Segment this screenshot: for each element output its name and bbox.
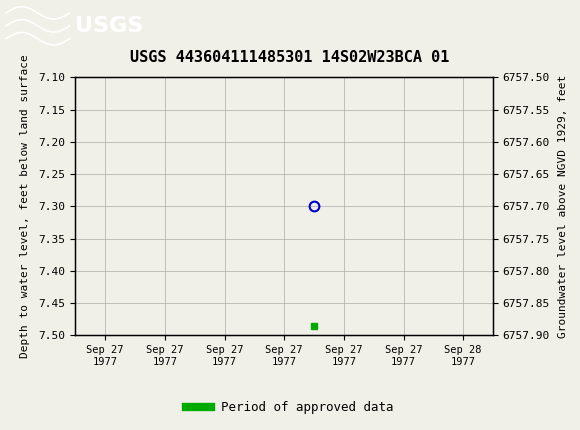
Legend: Period of approved data: Period of approved data <box>181 396 399 419</box>
Text: USGS 443604111485301 14S02W23BCA 01: USGS 443604111485301 14S02W23BCA 01 <box>130 49 450 64</box>
Text: USGS: USGS <box>75 16 144 36</box>
Y-axis label: Depth to water level, feet below land surface: Depth to water level, feet below land su… <box>20 55 30 358</box>
Y-axis label: Groundwater level above NGVD 1929, feet: Groundwater level above NGVD 1929, feet <box>559 75 568 338</box>
